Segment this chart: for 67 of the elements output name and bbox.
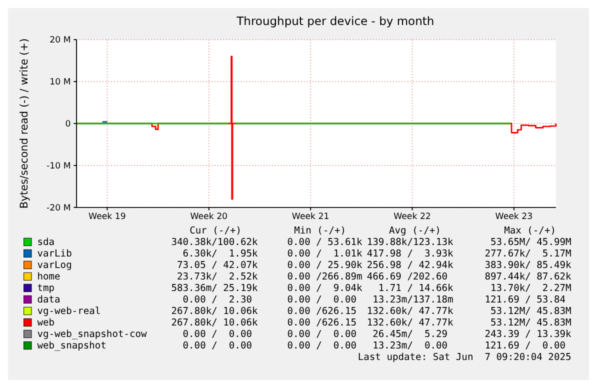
text: 53.12M/ 45.83M bbox=[490, 317, 572, 328]
y-tick-label: 20 M bbox=[50, 36, 71, 46]
text: Last update: Sat Jun 7 09:20:04 2025 bbox=[358, 352, 572, 363]
text: Min (-/+) bbox=[294, 225, 346, 236]
text: 0.00 / 0.00 bbox=[287, 340, 362, 352]
legend-label: varLog bbox=[37, 260, 72, 271]
y-tick-label: -10 M bbox=[46, 161, 71, 172]
chart-title: Throughput per device - by month bbox=[236, 14, 434, 28]
legend-label: varLib bbox=[37, 248, 72, 260]
legend-label: web_snapshot bbox=[37, 340, 106, 352]
text: 583.36m/ 25.19k bbox=[171, 282, 258, 294]
legend-label: vg-web-real bbox=[37, 306, 101, 317]
text: 0.00 / 25.90k bbox=[287, 260, 362, 271]
legend-label: data bbox=[37, 294, 60, 306]
text: 277.67k/ 5.17M bbox=[484, 248, 572, 260]
text: 340.38k/100.62k bbox=[171, 236, 258, 248]
text: 243.39 / 13.39k bbox=[484, 328, 572, 340]
text: 0.00 / 9.04k bbox=[287, 282, 362, 294]
text: 1.71 / 14.66k bbox=[378, 282, 454, 294]
text: 466.69 /202.60 bbox=[366, 271, 454, 282]
text: 0.00 / 0.00 bbox=[287, 328, 362, 340]
text: 53.65M/ 45.99M bbox=[490, 236, 572, 248]
text: 53.12M/ 45.83M bbox=[490, 306, 572, 317]
text: 0.00 / 0.00 bbox=[182, 340, 258, 352]
text: 0.00 /266.89m bbox=[287, 271, 362, 282]
x-tick-label: Week 22 bbox=[394, 212, 431, 222]
text: 0.00 / 53.61k bbox=[287, 236, 362, 248]
text: 0.00 / 1.01k bbox=[287, 248, 362, 260]
text: 383.90k/ 85.49k bbox=[484, 260, 572, 271]
text: 0.00 / 0.00 bbox=[182, 328, 258, 340]
y-tick-label: 10 M bbox=[50, 77, 71, 88]
text: 267.80k/ 10.06k bbox=[171, 306, 258, 317]
text: 121.69 / 0.00 bbox=[484, 340, 572, 352]
legend-label: web bbox=[37, 317, 55, 328]
text: 0.00 / 0.00 bbox=[287, 294, 362, 306]
text: 23.73k/ 2.52k bbox=[177, 271, 258, 282]
text: 417.98 / 3.93k bbox=[366, 248, 454, 260]
legend-label: vg-web_snapshot-cow bbox=[37, 328, 148, 340]
text: 132.60k/ 47.77k bbox=[366, 317, 454, 328]
text: Max (-/+) bbox=[504, 225, 556, 236]
y-axis-title: Bytes/second read (-) / write (+) bbox=[18, 38, 31, 209]
legend-label: sda bbox=[37, 236, 55, 248]
legend-label: home bbox=[37, 271, 61, 282]
text: 139.88k/123.13k bbox=[366, 236, 454, 248]
text: 897.44k/ 87.62k bbox=[484, 271, 572, 282]
text: 256.98 / 42.94k bbox=[366, 260, 454, 271]
text: 13.23m/137.18m bbox=[372, 294, 454, 306]
x-tick-label: Week 23 bbox=[495, 212, 533, 222]
x-tick-label: Week 20 bbox=[190, 212, 228, 222]
text: 13.70k/ 2.27M bbox=[490, 282, 572, 294]
text: 132.60k/ 47.77k bbox=[366, 306, 454, 317]
text: Cur (-/+) bbox=[190, 225, 242, 236]
legend-label: tmp bbox=[37, 282, 55, 294]
y-tick-label: 0 bbox=[65, 119, 71, 130]
text: 26.45m/ 5.29 bbox=[372, 328, 454, 340]
text: 267.80k/ 10.06k bbox=[171, 317, 258, 328]
text: 0.00 /626.15 bbox=[287, 306, 362, 317]
text: Avg (-/+) bbox=[389, 225, 441, 236]
text: 0.00 / 2.30 bbox=[182, 294, 258, 306]
text: 73.05 / 42.07k bbox=[177, 260, 258, 271]
text: 13.23m/ 0.00 bbox=[372, 340, 454, 352]
y-tick-label: -20 M bbox=[46, 203, 71, 214]
text: 121.69 / 53.84 bbox=[484, 294, 572, 306]
x-tick-label: Week 19 bbox=[88, 212, 126, 222]
text: 6.30k/ 1.95k bbox=[182, 248, 258, 260]
x-tick-label: Week 21 bbox=[292, 212, 330, 222]
text: 0.00 /626.15 bbox=[287, 317, 362, 328]
